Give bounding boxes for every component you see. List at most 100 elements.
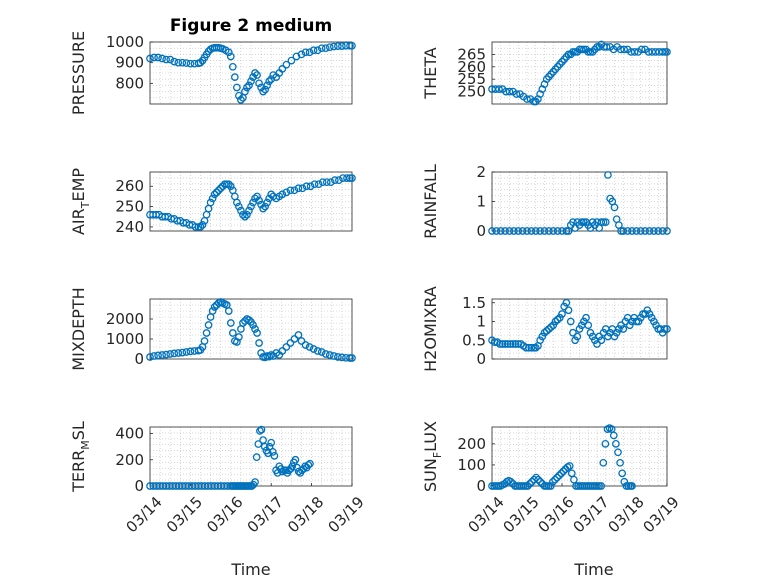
data-point (609, 431, 618, 440)
data-point (233, 83, 241, 92)
data-point (235, 333, 243, 341)
data-point (162, 350, 171, 359)
data-point (536, 477, 545, 486)
data-point (253, 192, 261, 201)
data-point (325, 43, 334, 52)
y-tick-label: 1 (476, 193, 486, 211)
data-point (290, 186, 299, 195)
data-point (191, 223, 200, 231)
data-point (245, 206, 253, 215)
data-point (202, 329, 211, 337)
data-point (597, 482, 606, 490)
data-point (301, 48, 310, 57)
data-point (565, 462, 574, 470)
data-point (150, 352, 158, 360)
data-point (254, 440, 263, 448)
data-point (569, 48, 577, 56)
data-point (512, 90, 521, 98)
y-tick-label: 1.5 (462, 294, 486, 312)
data-point (329, 42, 338, 51)
data-point (305, 48, 314, 57)
data-point (158, 351, 166, 359)
y-tick-label: 250 (115, 198, 144, 216)
data-point (339, 174, 347, 182)
data-point (297, 50, 306, 59)
data-point (200, 337, 209, 345)
y-axis-label: MIXDEPTH (69, 287, 88, 370)
data-point (549, 477, 557, 486)
data-point (348, 174, 356, 182)
data-point (306, 182, 315, 191)
data-point (348, 41, 356, 50)
data-point (237, 206, 245, 215)
x-axis-label-left: Time (230, 560, 270, 579)
data-point (643, 306, 652, 315)
data-point (573, 332, 582, 341)
data-point (178, 58, 187, 67)
data-point (503, 340, 512, 348)
data-point (650, 227, 658, 235)
data-point (549, 321, 558, 330)
data-point (506, 340, 515, 348)
data-point (261, 85, 269, 94)
data-point (562, 298, 571, 307)
data-point (317, 348, 326, 356)
data-point (313, 347, 322, 355)
data-point (555, 471, 564, 480)
data-point (322, 178, 331, 187)
y-tick-label: 800 (115, 74, 144, 92)
y-axis-label: TERRMSL (69, 421, 92, 493)
data-point (267, 190, 276, 199)
data-point (255, 79, 263, 88)
x-tick-label: 03/15 (163, 493, 206, 536)
data-point (259, 436, 267, 444)
data-point (546, 482, 555, 490)
data-point (509, 340, 517, 348)
data-point (338, 42, 346, 50)
y-tick-label: 260 (115, 177, 144, 195)
data-point (602, 43, 611, 51)
data-point (224, 307, 233, 315)
data-point (178, 348, 187, 357)
y-tick-label: 0 (134, 350, 144, 368)
axes-box (149, 41, 353, 105)
data-point (297, 337, 306, 345)
figure-title: Figure 2 medium (170, 16, 332, 36)
data-point (286, 339, 295, 347)
data-point (599, 458, 608, 467)
data-point (557, 469, 566, 478)
data-point (330, 176, 339, 184)
x-tick-label: 03/14 (122, 493, 165, 536)
data-point (628, 227, 636, 235)
data-point (294, 331, 303, 339)
data-point (241, 87, 249, 96)
x-tick-label: 03/14 (464, 493, 507, 536)
data-point (251, 325, 259, 333)
axes-box (149, 171, 353, 232)
y-tick-label: 0.5 (462, 331, 486, 349)
data-point (235, 91, 243, 100)
data-point (278, 190, 287, 199)
data-point (210, 303, 219, 311)
data-point (566, 317, 575, 326)
data-point (584, 321, 593, 330)
data-point (334, 353, 342, 361)
data-point (647, 313, 656, 322)
data-point (226, 319, 235, 327)
data-point (619, 227, 628, 235)
data-point (654, 227, 663, 235)
data-point (610, 332, 619, 341)
data-point (597, 218, 606, 226)
data-point (206, 198, 215, 207)
data-point (634, 317, 643, 326)
data-point (663, 227, 671, 235)
data-point (314, 180, 323, 189)
data-point (182, 348, 191, 356)
data-point (542, 327, 551, 335)
data-point (174, 349, 183, 357)
panel-h2omixra: 00.511.5 H2OMIXRA (421, 286, 671, 372)
data-point (241, 212, 249, 221)
data-point (260, 442, 269, 451)
data-point (282, 188, 291, 197)
